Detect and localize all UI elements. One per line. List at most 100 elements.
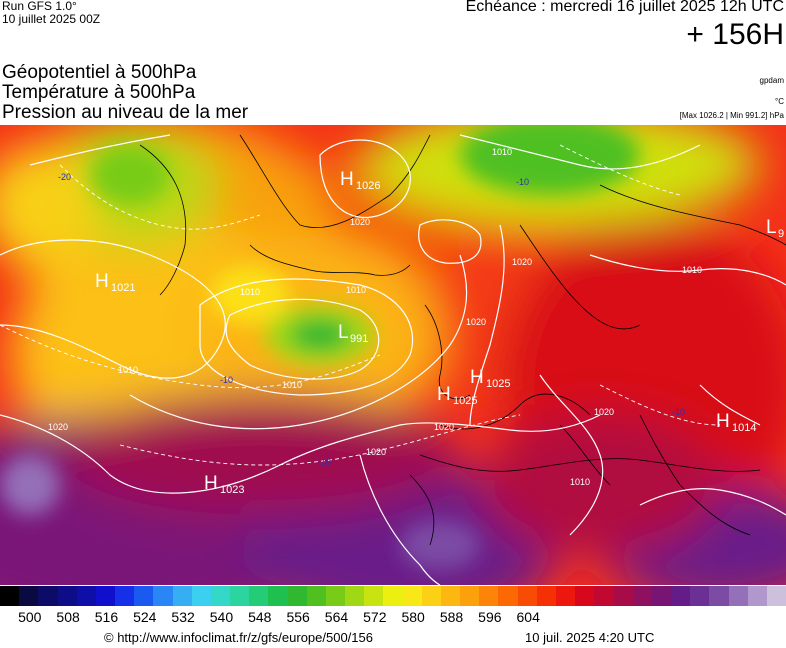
svg-text:1025: 1025 xyxy=(486,378,510,390)
svg-text:1020: 1020 xyxy=(434,422,454,432)
color-scale-ticks: 500 508 516 524 532 540 548 556 564 572 580 588 596 6… xyxy=(0,609,786,627)
weather-map[interactable]: H 1026 H 1021 H 1023 H 1025 H 1025 H 101… xyxy=(0,125,786,585)
color-scale-swatch xyxy=(594,586,614,606)
svg-text:H: H xyxy=(95,271,109,292)
color-scale-swatch xyxy=(115,586,135,606)
color-scale-tick: 596 xyxy=(478,609,502,625)
high-center-1025-b: H 1025 xyxy=(437,384,477,407)
low-center-east: L 9 xyxy=(766,217,784,240)
pressure-centers: H 1026 H 1021 H 1023 H 1025 H 1025 H 101… xyxy=(95,169,784,496)
svg-text:L: L xyxy=(766,217,777,238)
color-scale-tick: 564 xyxy=(324,609,349,625)
title-temperature: Température à 500hPa xyxy=(2,82,196,103)
color-scale-tick: 580 xyxy=(401,609,425,625)
color-scale-swatch xyxy=(325,586,346,606)
color-scale-swatch xyxy=(651,586,672,606)
title-pressure: Pression au niveau de la mer xyxy=(2,102,249,123)
svg-text:1010: 1010 xyxy=(118,365,138,375)
color-scale-swatch xyxy=(95,586,116,606)
color-scale-swatch xyxy=(249,586,269,606)
color-scale-swatch xyxy=(306,586,326,606)
svg-text:1020: 1020 xyxy=(350,217,370,227)
run-label: Run GFS 1.0° xyxy=(2,0,77,13)
color-scale-swatch xyxy=(555,586,576,606)
source-url: © http://www.infoclimat.fr/z/gfs/europe/… xyxy=(104,630,373,645)
isobar-labels: 1010 1010 1010 1010 1010 1010 1010 1020 … xyxy=(48,147,702,487)
svg-text:-10: -10 xyxy=(220,375,233,385)
svg-text:1023: 1023 xyxy=(220,484,244,496)
svg-text:H: H xyxy=(437,384,451,405)
color-scale-swatch xyxy=(38,586,58,606)
color-scale-swatch xyxy=(575,586,595,606)
isotherms xyxy=(0,144,721,466)
color-scale-swatch xyxy=(134,586,154,606)
svg-text:1020: 1020 xyxy=(594,407,614,417)
color-scale-swatch xyxy=(421,586,441,606)
color-scale-swatch xyxy=(728,586,748,606)
svg-text:991: 991 xyxy=(350,333,368,345)
svg-text:1010: 1010 xyxy=(570,477,590,487)
color-scale-swatch xyxy=(57,586,77,606)
svg-text:1021: 1021 xyxy=(111,282,135,294)
color-scale-swatch xyxy=(383,586,403,606)
svg-text:L: L xyxy=(338,322,349,343)
svg-text:H: H xyxy=(204,473,218,494)
color-scale-swatch xyxy=(747,586,767,606)
color-scale-swatch xyxy=(690,586,710,606)
run-date: 10 juillet 2025 00Z xyxy=(2,12,101,26)
color-scale-swatch xyxy=(479,586,499,606)
forecast-valid-time: Echéance : mercredi 16 juillet 2025 12h … xyxy=(465,0,784,15)
color-scale-swatch xyxy=(402,586,422,606)
svg-text:1025: 1025 xyxy=(453,395,477,407)
high-center-1021: H 1021 xyxy=(95,271,135,294)
svg-text:H: H xyxy=(470,367,484,388)
svg-text:1010: 1010 xyxy=(492,147,512,157)
isobars xyxy=(0,134,786,585)
svg-text:1020: 1020 xyxy=(48,422,68,432)
svg-text:-20: -20 xyxy=(58,172,71,182)
color-scale-tick: 508 xyxy=(56,609,80,625)
weather-map-svg: H 1026 H 1021 H 1023 H 1025 H 1025 H 101… xyxy=(0,125,786,585)
color-scale-swatch xyxy=(709,586,729,606)
color-scale-tick: 572 xyxy=(363,609,387,625)
generation-date: 10 juil. 2025 4:20 UTC xyxy=(525,630,655,645)
color-scale-swatch xyxy=(613,586,633,606)
svg-text:-10: -10 xyxy=(672,407,685,417)
color-scale-swatch xyxy=(172,586,192,606)
isotherm-labels: -20 -10 -10 -10 -10 xyxy=(58,172,685,467)
color-scale-bar xyxy=(0,586,786,606)
svg-text:1010: 1010 xyxy=(240,287,260,297)
svg-text:H: H xyxy=(716,411,730,432)
svg-text:1020: 1020 xyxy=(466,317,486,327)
high-center-1023: H 1023 xyxy=(204,473,244,496)
color-scale-swatch xyxy=(19,586,39,606)
svg-text:1010: 1010 xyxy=(682,265,702,275)
color-scale-tick: 548 xyxy=(248,609,272,625)
color-scale-tick: 524 xyxy=(133,609,157,625)
title-geopotential: Géopotentiel à 500hPa xyxy=(2,62,197,83)
svg-text:9: 9 xyxy=(778,228,784,240)
svg-text:1026: 1026 xyxy=(356,180,380,192)
high-center-1026: H 1026 xyxy=(340,169,380,192)
color-scale-swatch xyxy=(766,586,786,606)
color-scale-swatch xyxy=(498,586,518,606)
color-scale-swatch xyxy=(345,586,365,606)
svg-text:1020: 1020 xyxy=(366,447,386,457)
color-scale-swatch xyxy=(0,586,20,606)
high-center-1025-a: H 1025 xyxy=(470,367,510,390)
color-scale-swatch xyxy=(268,586,288,606)
unit-temperature: °C xyxy=(775,97,784,106)
color-scale-swatch xyxy=(287,586,307,606)
svg-text:1010: 1010 xyxy=(346,285,366,295)
color-scale-swatch xyxy=(153,586,173,606)
low-center-991: L 991 xyxy=(338,322,368,345)
high-center-1014: H 1014 xyxy=(716,411,756,434)
color-scale-tick: 500 xyxy=(18,609,42,625)
coastlines xyxy=(139,134,786,546)
color-scale-swatch xyxy=(632,586,652,606)
svg-text:1014: 1014 xyxy=(732,422,756,434)
color-scale-tick: 604 xyxy=(516,609,540,625)
color-scale-swatch xyxy=(460,586,480,606)
color-scale-swatch xyxy=(210,586,231,606)
svg-text:1020: 1020 xyxy=(512,257,532,267)
